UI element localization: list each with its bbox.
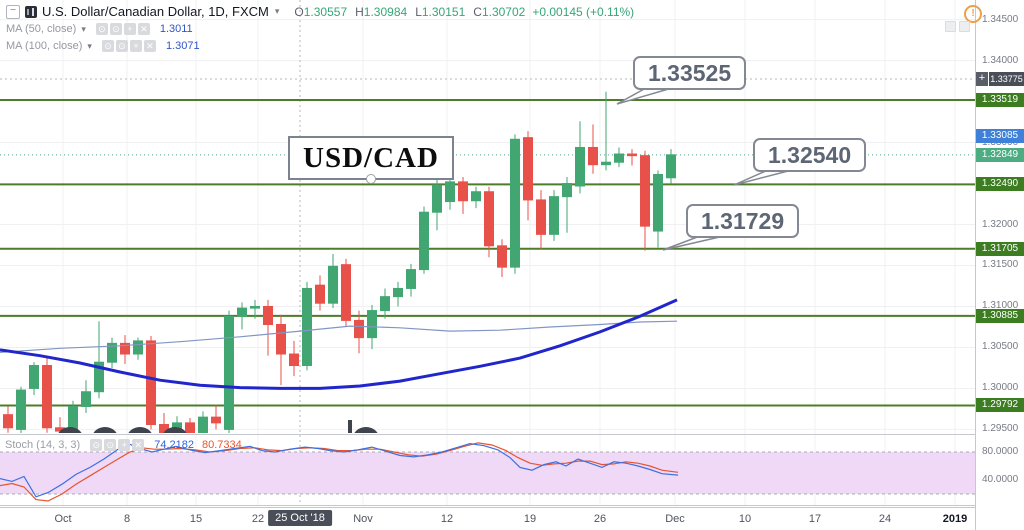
time-tick-label: 22 [251, 513, 265, 525]
change-readout: +0.00145 (+0.11%) [532, 4, 635, 19]
indicator-button-icon[interactable]: ✕ [132, 439, 145, 451]
time-tick-label: Dec [665, 513, 685, 525]
indicator-button-icon[interactable]: + [129, 40, 142, 52]
ma50-line [0, 298, 678, 390]
delayed-data-icon[interactable]: ! [964, 5, 982, 23]
price-tick: 1.34000 [982, 54, 1019, 66]
indicator-button-icon[interactable]: ⊙ [101, 40, 114, 52]
time-tick-label: 26 [593, 513, 607, 525]
time-tick-label: Oct [54, 513, 72, 525]
price-tick: 1.32000 [982, 218, 1019, 230]
callout-tail [733, 169, 793, 186]
indicator-button-icon[interactable]: ⊙ [109, 23, 122, 35]
price-tick: 1.29500 [982, 423, 1019, 435]
indicator-row-ma100[interactable]: MA (100, close) ▾ ⊙ ⊙ + ✕ 1.3071 [6, 39, 634, 53]
price-tick: 1.30500 [982, 341, 1019, 353]
pair-text-annotation[interactable]: USD/CAD [288, 136, 454, 184]
symbol-title[interactable]: U.S. Dollar/Canadian Dollar, 1D, FXCM [42, 4, 269, 19]
ma100-line [0, 320, 678, 353]
symbol-menu-caret-icon[interactable]: ▾ [274, 6, 280, 16]
price-badge-last: 1.32849 [976, 147, 1024, 162]
ma100-label: MA (100, close) [6, 40, 83, 52]
ma50-label: MA (50, close) [6, 23, 77, 35]
time-tick-label: 10 [738, 513, 752, 525]
ma100-caret-icon[interactable]: ▾ [87, 40, 92, 51]
price-badge-level: 1.31705 [976, 241, 1024, 256]
indicator-button-icon[interactable]: ✕ [137, 23, 150, 35]
ma100-value: 1.3071 [165, 40, 200, 52]
crosshair-date-badge: 25 Oct '18 [268, 510, 332, 526]
price-scale[interactable]: 1.345001.340001.330001.320001.315001.310… [975, 0, 1024, 530]
stoch-legend[interactable]: Stoch (14, 3, 3) ⊙ ⊙ + ✕ 74.2182 80.7334 [5, 439, 242, 451]
panel-divider-bottom[interactable] [0, 505, 1024, 506]
price-callout-132540[interactable]: 1.32540 [753, 138, 867, 172]
stochastic-panel [0, 442, 975, 502]
callout-tail [616, 87, 673, 105]
time-tick-label: 19 [523, 513, 537, 525]
stoch-d-value: 80.7334 [201, 439, 242, 451]
legend-panel: − U.S. Dollar/Canadian Dollar, 1D, FXCM … [6, 4, 634, 53]
time-axis[interactable]: Oct 8 15 22 25 Oct '18 Nov 12 19 26 Dec 10 17 24 2019 [0, 507, 1024, 530]
ohlc-readout: O1.30557 H1.30984 L1.30151 C1.30702 [294, 4, 526, 19]
price-tick: 1.31500 [982, 259, 1019, 271]
ma50-buttons: ⊙ ⊙ + ✕ [95, 23, 150, 35]
indicator-button-icon[interactable]: ⊙ [95, 23, 108, 35]
indicator-button-icon[interactable]: + [118, 439, 131, 451]
price-callout-133525[interactable]: 1.33525 [633, 56, 747, 90]
indicator-button-icon[interactable]: ⊙ [90, 439, 103, 451]
crosshair [0, 0, 975, 505]
indicator-row-ma50[interactable]: MA (50, close) ▾ ⊙ ⊙ + ✕ 1.3011 [6, 22, 634, 36]
scale-toolbar [945, 21, 970, 32]
time-tick-label: 17 [808, 513, 822, 525]
price-tick: 1.30000 [982, 382, 1019, 394]
price-tick: 1.31000 [982, 300, 1019, 312]
chart-style-icon[interactable] [25, 5, 37, 18]
price-badge-level: 1.33519 [976, 93, 1024, 107]
clipped-annotation-artifact [58, 420, 378, 433]
price-callout-131729[interactable]: 1.31729 [686, 204, 800, 238]
add-alert-plus-button[interactable]: + [976, 72, 988, 87]
indicator-button-icon[interactable]: ✕ [143, 40, 156, 52]
price-tick: 1.34500 [982, 13, 1019, 25]
time-tick-label: 15 [189, 513, 203, 525]
time-tick-label: 12 [440, 513, 454, 525]
price-badge-level: 1.32490 [976, 177, 1024, 192]
scale-button-icon[interactable] [945, 21, 956, 32]
scale-button-icon[interactable] [959, 21, 970, 32]
panel-divider[interactable] [0, 434, 1024, 435]
moving-averages [0, 298, 678, 390]
ma100-buttons: ⊙ ⊙ + ✕ [101, 40, 156, 52]
indicator-button-icon[interactable]: ⊙ [115, 40, 128, 52]
indicator-button-icon[interactable]: ⊙ [104, 439, 117, 451]
time-tick-label: 24 [878, 513, 892, 525]
price-badge-alert: 1.33085 [976, 128, 1024, 143]
stoch-label: Stoch (14, 3, 3) [5, 439, 81, 451]
collapse-pane-icon[interactable]: − [6, 4, 20, 19]
ma50-caret-icon[interactable]: ▾ [81, 23, 86, 34]
price-badge-level: 1.30885 [976, 308, 1024, 323]
pair-label: USD/CAD [303, 141, 439, 174]
candles-layer [3, 91, 676, 433]
time-tick-label: Nov [353, 513, 373, 525]
stoch-buttons: ⊙ ⊙ + ✕ [90, 439, 145, 451]
ma50-value: 1.3011 [159, 23, 193, 35]
stoch-tick: 80.0000 [982, 446, 1019, 457]
time-tick-label: 8 [123, 513, 131, 525]
indicator-button-icon[interactable]: + [123, 23, 136, 35]
annotation-handle[interactable] [366, 174, 376, 184]
stoch-tick: 40.0000 [982, 474, 1019, 485]
grid-lines [0, 0, 975, 505]
price-badge-level: 1.29792 [976, 398, 1024, 413]
time-tick-label: 2019 [942, 513, 968, 525]
stoch-k-value: 74.2182 [154, 439, 194, 451]
price-badge-crosshair: 1.33775 [989, 72, 1024, 87]
